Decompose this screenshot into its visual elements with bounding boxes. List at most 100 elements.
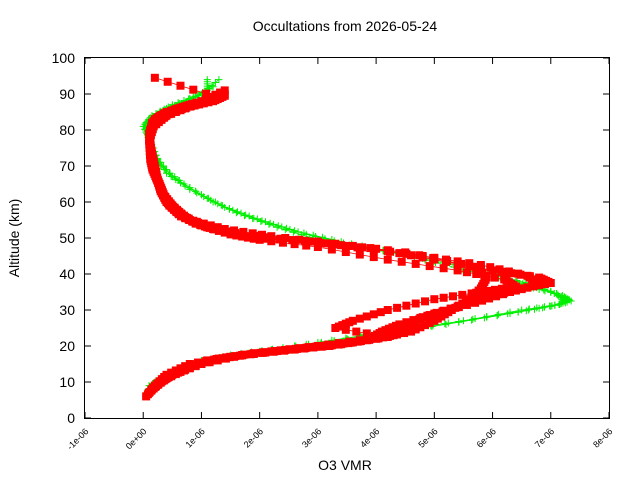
data-point: [497, 284, 506, 293]
series-layer: [139, 73, 575, 401]
data-point: [211, 78, 219, 86]
data-point: [181, 214, 190, 223]
data-point: [232, 231, 241, 240]
data-point: [209, 198, 217, 206]
data-point: [161, 166, 169, 174]
data-point: [402, 318, 411, 327]
data-point: [225, 204, 233, 212]
data-point: [523, 283, 532, 292]
data-point: [226, 230, 235, 239]
data-point: [309, 343, 318, 352]
data-point: [393, 303, 402, 312]
data-point: [525, 305, 533, 313]
y-tick-label: 30: [59, 302, 75, 318]
data-point: [462, 268, 471, 277]
data-point: [407, 327, 416, 336]
data-point: [249, 234, 258, 243]
data-point: [369, 253, 378, 262]
data-point: [439, 264, 448, 273]
data-point: [238, 351, 247, 359]
y-tick-label: 70: [59, 158, 75, 174]
y-tick-label: 80: [59, 122, 75, 138]
data-point: [195, 100, 204, 109]
data-point: [373, 331, 382, 340]
data-point: [386, 247, 395, 256]
data-point: [171, 173, 179, 181]
data-point: [355, 250, 364, 259]
data-point: [220, 86, 229, 95]
data-point: [302, 241, 311, 250]
data-point: [416, 313, 425, 322]
data-point: [203, 76, 211, 84]
data-point: [493, 311, 501, 319]
y-tick-label: 40: [59, 266, 75, 282]
data-point: [204, 98, 213, 107]
data-point: [441, 320, 449, 328]
data-point: [504, 310, 512, 318]
data-point: [248, 229, 257, 238]
data-point: [180, 180, 188, 188]
data-point: [341, 248, 350, 257]
data-point: [175, 176, 183, 184]
data-point: [179, 366, 188, 375]
data-point: [472, 270, 481, 278]
data-point: [500, 275, 509, 284]
data-point: [499, 290, 508, 299]
data-point: [323, 239, 332, 248]
data-point: [553, 290, 561, 298]
data-point: [411, 299, 420, 308]
data-point: [485, 294, 494, 303]
data-point: [483, 313, 491, 321]
data-point: [291, 227, 299, 235]
data-point: [518, 306, 526, 314]
data-point: [295, 344, 304, 353]
data-point: [558, 295, 566, 303]
data-point: [239, 227, 248, 236]
data-point: [411, 259, 420, 268]
data-point: [266, 219, 274, 227]
data-point: [238, 232, 247, 241]
data-point: [258, 217, 266, 225]
data-point: [458, 290, 467, 299]
data-point: [483, 286, 492, 295]
data-point: [197, 221, 206, 230]
data-point: [209, 225, 218, 233]
plot-area-border: [84, 57, 610, 419]
data-point: [203, 194, 211, 202]
data-point: [299, 344, 308, 353]
data-point: [416, 323, 425, 332]
data-point: [362, 312, 371, 321]
data-point: [525, 306, 533, 314]
data-point: [181, 104, 190, 113]
data-point: [176, 106, 185, 115]
data-point: [383, 255, 392, 264]
data-point: [353, 243, 362, 252]
data-point: [348, 241, 357, 250]
data-point: [494, 310, 502, 318]
data-point: [185, 216, 194, 224]
data-point: [397, 257, 406, 266]
data-point: [257, 230, 266, 239]
data-point: [540, 303, 548, 311]
data-point: [221, 354, 230, 363]
data-point: [430, 253, 439, 262]
data-point: [465, 259, 474, 268]
data-point: [318, 342, 327, 351]
data-point: [274, 222, 282, 230]
data-point: [176, 81, 185, 90]
data-point: [346, 338, 355, 347]
data-point: [186, 184, 194, 192]
data-point: [423, 311, 432, 320]
data-point: [281, 234, 290, 242]
data-point: [418, 252, 427, 260]
data-point: [341, 325, 350, 334]
data-point: [217, 201, 225, 209]
data-point: [471, 298, 480, 307]
data-point: [560, 297, 568, 305]
data-point: [167, 109, 176, 118]
y-tick-label: 100: [52, 50, 76, 66]
y-tick-label: 50: [59, 230, 75, 246]
data-point: [481, 271, 490, 280]
data-point: [163, 77, 172, 86]
